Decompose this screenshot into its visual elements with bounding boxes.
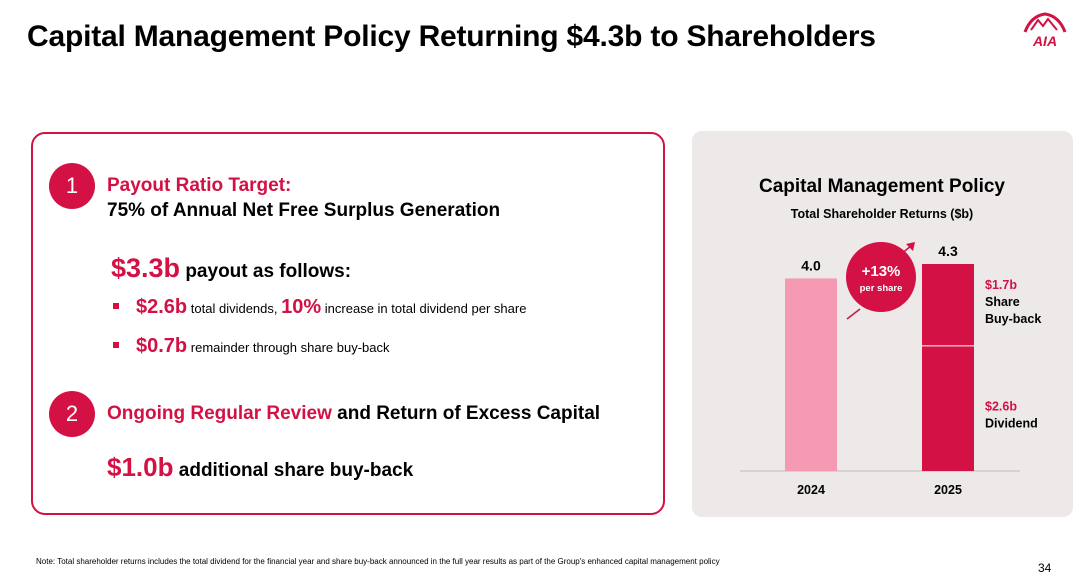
buyback-text: remainder through share buy-back: [190, 340, 390, 355]
review-title: Ongoing Regular Review and Return of Exc…: [107, 403, 600, 425]
bullet-marker: [113, 342, 119, 348]
extra-buyback-amount: $1.0b: [107, 452, 174, 482]
shareholder-returns-chart: Capital Management Policy Total Sharehold…: [740, 176, 1041, 497]
payout-ratio-title: Payout Ratio Target:: [107, 175, 292, 196]
tick-label-2025: 2025: [934, 483, 962, 497]
page-number: 34: [1038, 561, 1052, 575]
tick-label-2024: 2024: [797, 483, 825, 497]
dividend-text: total dividends,: [190, 301, 278, 316]
footnote: Note: Total shareholder returns includes…: [36, 557, 720, 566]
dividend-label-line1: Dividend: [985, 416, 1038, 430]
page-title: Capital Management Policy Returning $4.3…: [27, 20, 876, 53]
payout-ratio-subtitle: 75% of Annual Net Free Surplus Generatio…: [107, 200, 501, 221]
buyback-amount: $0.7b: [136, 335, 188, 357]
buyback-value-label: $1.7b: [985, 278, 1017, 292]
aia-logo: AIA: [1021, 10, 1069, 52]
bar-2025-buyback: [922, 264, 974, 346]
extra-buyback: $1.0b additional share buy-back: [107, 452, 413, 483]
chart-title: Capital Management Policy: [759, 176, 1005, 197]
review-title-highlight: Ongoing Regular Review: [107, 403, 332, 424]
buyback-label-line1: Share: [985, 295, 1020, 309]
annotation-connector: [846, 308, 861, 320]
payout-text: payout as follows:: [185, 261, 352, 282]
extra-buyback-text: additional share buy-back: [178, 460, 414, 481]
payout-summary: $3.3b payout as follows:: [111, 253, 351, 284]
aia-logo-icon: AIA: [1023, 12, 1067, 49]
annotation-text: per share: [860, 283, 903, 294]
dividend-value-label: $2.6b: [985, 399, 1017, 413]
dividend-amount: $2.6b: [136, 296, 188, 318]
bar-2024-dividend: [785, 278, 837, 471]
review-title-rest: and Return of Excess Capital: [337, 403, 601, 424]
dividend-increase-text: increase in total dividend per share: [324, 301, 527, 316]
annotation-value: +13%: [862, 263, 901, 280]
bullet-marker: [113, 303, 119, 309]
annotation-bubble: [846, 242, 916, 312]
dividend-increase: 10%: [281, 296, 322, 318]
buyback-label-line2: Buy-back: [985, 312, 1041, 326]
policy-card: 1 Payout Ratio Target: 75% of Annual Net…: [31, 132, 665, 515]
section-1-badge: 1: [49, 163, 95, 209]
bar-2025-dividend: [922, 345, 974, 471]
chart-panel: Capital Management Policy Total Sharehold…: [692, 131, 1073, 517]
logo-text: AIA: [1032, 33, 1057, 49]
total-label-2025: 4.3: [938, 243, 958, 259]
payout-amount: $3.3b: [111, 253, 181, 283]
annotation-arrow-head: [906, 242, 915, 251]
section-2-badge: 2: [49, 391, 95, 437]
chart-subtitle: Total Shareholder Returns ($b): [791, 207, 973, 221]
total-label-2024: 4.0: [801, 257, 821, 273]
